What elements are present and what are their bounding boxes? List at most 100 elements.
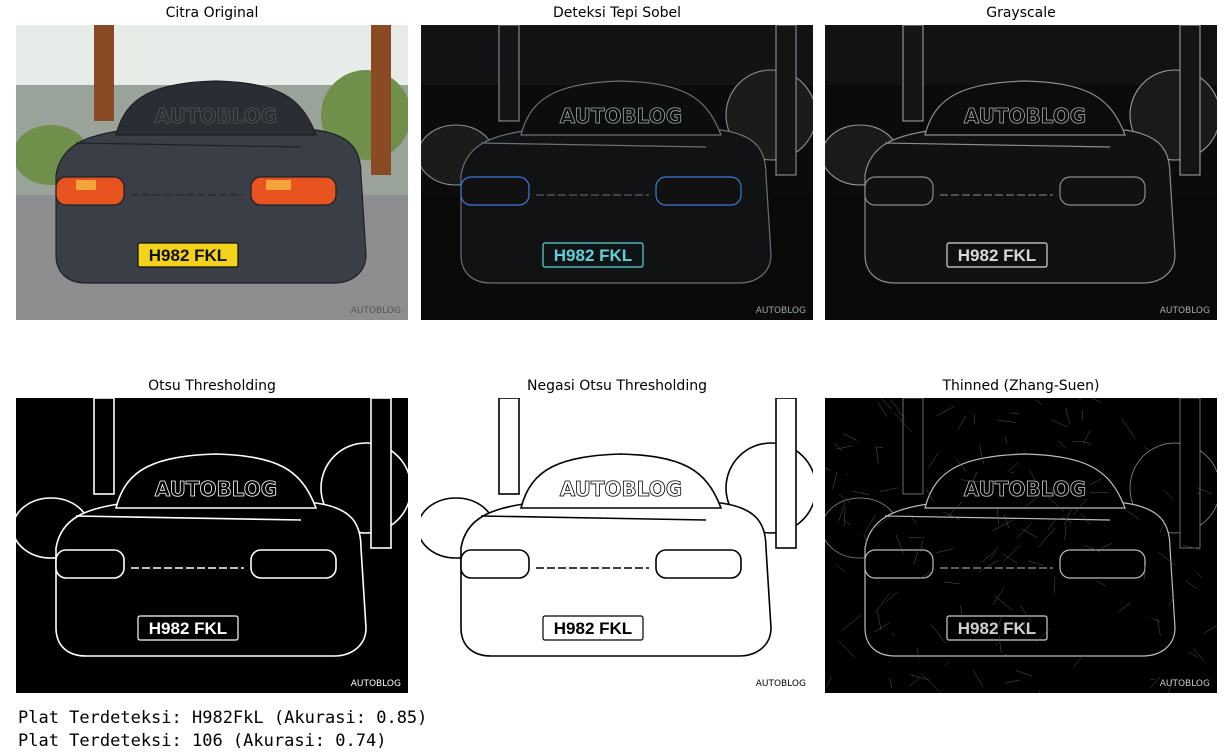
mesh-line: [877, 401, 888, 417]
mesh-line: [842, 433, 858, 441]
tail-light-right-highlight: [266, 553, 291, 563]
pillar-left: [902, 398, 924, 495]
pillar-right: [1179, 25, 1201, 176]
mesh-line: [969, 471, 978, 489]
tail-light-left: [55, 176, 125, 206]
sky: [421, 25, 813, 85]
mesh-line: [913, 549, 919, 565]
mesh-line: [1001, 552, 1018, 564]
mesh-line: [1065, 407, 1070, 424]
rear-window: [924, 80, 1126, 136]
panel-title-negated-otsu: Negasi Otsu Thresholding: [527, 378, 707, 394]
mesh-line: [994, 642, 998, 646]
thinned-image: H982 FKL AUTOBLOG AUTOBLOG: [825, 398, 1217, 693]
pillar-left: [94, 25, 114, 121]
mesh-line: [997, 509, 1000, 526]
mesh-line: [1148, 617, 1151, 619]
spoiler-line: [884, 515, 1111, 521]
tail-light-right: [250, 549, 337, 579]
mesh-line: [909, 674, 930, 681]
mesh-line: [895, 534, 904, 554]
rear-window: [520, 80, 722, 136]
mesh-line: [1029, 469, 1036, 481]
rear-window: [115, 80, 317, 136]
tail-light-right-highlight: [1075, 553, 1100, 563]
license-plate: [542, 615, 644, 641]
mesh-line: [1072, 654, 1085, 668]
original-image: H982 FKL AUTOBLOG AUTOBLOG: [16, 25, 408, 320]
mesh-line: [945, 501, 964, 519]
mesh-line: [1005, 436, 1007, 445]
sky: [421, 398, 813, 458]
mesh-line: [1080, 513, 1091, 525]
tail-light-right: [655, 549, 742, 579]
mesh-line: [1188, 651, 1199, 658]
mesh-line: [893, 412, 912, 432]
otsu-scene: H982 FKL AUTOBLOG AUTOBLOG: [16, 398, 408, 693]
mesh-line: [1096, 580, 1107, 587]
license-plate-text: H982 FKL: [554, 246, 632, 265]
mesh-line: [989, 551, 997, 561]
tail-light-left-highlight: [885, 180, 905, 190]
panel-title-thinned: Thinned (Zhang-Suen): [942, 378, 1100, 394]
mesh-line: [992, 520, 1013, 531]
tail-light-left-highlight: [76, 553, 96, 563]
mesh-line: [1088, 443, 1091, 445]
sobel-scene: H982 FKL AUTOBLOG AUTOBLOG: [421, 25, 813, 320]
rear-window: [114, 453, 318, 509]
mesh-line: [960, 479, 981, 482]
license-plate-text: H982 FKL: [149, 246, 227, 265]
spoiler-line: [884, 142, 1111, 148]
mesh-line: [1121, 418, 1136, 439]
tail-light-left: [864, 176, 934, 206]
mesh-line: [836, 564, 845, 573]
mesh-line: [919, 540, 924, 553]
mesh-line: [981, 547, 999, 563]
mesh-line: [1122, 507, 1140, 520]
mesh-line: [1144, 561, 1147, 580]
mesh-line: [997, 420, 1017, 423]
tail-light-left-highlight: [481, 180, 501, 190]
mesh-line: [958, 415, 966, 430]
spoiler-line: [480, 142, 707, 148]
mesh-line: [1168, 677, 1173, 693]
tail-light-right-highlight: [1075, 180, 1100, 190]
mesh-line: [909, 513, 917, 524]
detected-plate-line-1: Plat Terdeteksi: H982FkL (Akurasi: 0.85): [18, 708, 428, 728]
mesh-line: [979, 559, 999, 572]
sky: [825, 25, 1217, 85]
negated-otsu-image: H982 FKL AUTOBLOG AUTOBLOG: [421, 398, 813, 693]
mesh-line: [1038, 527, 1055, 548]
mesh-line: [1015, 670, 1033, 677]
detected-plate-line-2: Plat Terdeteksi: 106 (Akurasi: 0.74): [18, 731, 387, 751]
mesh-line: [944, 661, 949, 666]
car-body: [864, 502, 1176, 657]
mesh-line: [1038, 689, 1041, 693]
mesh-line: [930, 624, 946, 644]
mesh-line: [1157, 619, 1161, 637]
corner-watermark: AUTOBLOG: [756, 679, 806, 689]
window-logo-text: AUTOBLOG: [155, 104, 277, 128]
mesh-line: [1022, 621, 1027, 633]
rear-window: [519, 453, 723, 509]
mesh-line: [943, 581, 961, 585]
gray-scene: H982 FKL AUTOBLOG AUTOBLOG: [825, 25, 1217, 320]
corner-watermark: AUTOBLOG: [351, 306, 401, 316]
grayscale-image: H982 FKL AUTOBLOG AUTOBLOG: [825, 25, 1217, 320]
car-body: [460, 129, 772, 284]
mesh-line: [872, 516, 891, 530]
pillar-right: [1179, 398, 1201, 549]
license-plate-text: H982 FKL: [149, 619, 227, 638]
mesh-line: [1182, 545, 1202, 551]
mesh-line: [1152, 618, 1160, 623]
window-logo-text: AUTOBLOG: [560, 104, 682, 128]
mesh-line: [1083, 430, 1091, 444]
license-plate: [137, 615, 239, 641]
panel-title-grayscale: Grayscale: [986, 5, 1056, 21]
mesh-line: [1091, 398, 1102, 403]
tail-light-right-highlight: [266, 180, 291, 190]
tail-light-left: [460, 549, 530, 579]
window-logo-text: AUTOBLOG: [964, 477, 1086, 501]
mesh-line: [1063, 507, 1073, 526]
corner-watermark: AUTOBLOG: [1160, 306, 1210, 316]
